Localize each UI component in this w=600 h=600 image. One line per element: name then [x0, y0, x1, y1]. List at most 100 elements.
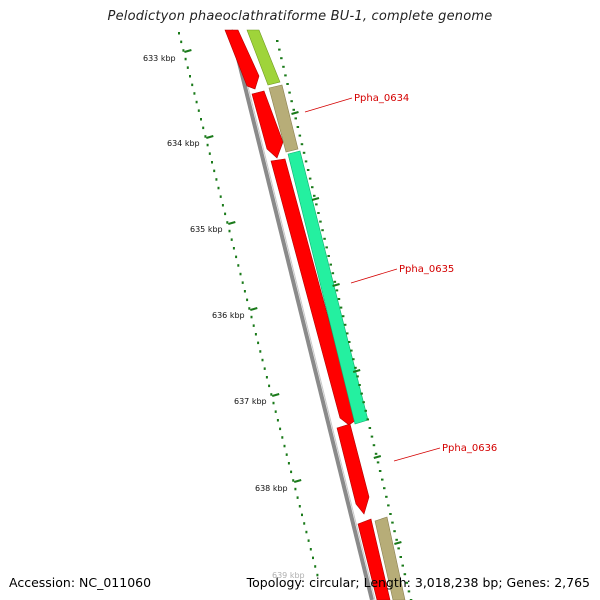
- minor-tick: [279, 427, 282, 431]
- outer-tick: [387, 504, 390, 507]
- scale-labels: 633 kbp 634 kbp 635 kbp 636 kbp 637 kbp …: [143, 54, 305, 580]
- minor-tick: [301, 513, 303, 517]
- outer-tick: [364, 409, 367, 412]
- minor-tick: [307, 539, 310, 542]
- gene-label[interactable]: Ppha_0636: [442, 443, 497, 454]
- outer-tick: [325, 246, 328, 249]
- outer-tick: [378, 470, 382, 472]
- minor-tick: [309, 548, 312, 551]
- outer-tick: [288, 91, 291, 94]
- scale-label: 635 kbp: [190, 225, 223, 234]
- outer-tick: [311, 186, 314, 189]
- minor-tick: [228, 229, 231, 233]
- minor-tick: [294, 487, 297, 491]
- gene-feature[interactable]: [268, 84, 299, 153]
- minor-tick: [224, 212, 227, 216]
- outer-tick: [276, 40, 279, 42]
- genome-summary: Topology: circular; Length: 3,018,238 bp…: [246, 575, 590, 590]
- cds-feature[interactable]: [224, 29, 260, 90]
- outer-tick: [354, 366, 357, 369]
- minor-tick: [296, 496, 299, 499]
- gene-feature[interactable]: [374, 516, 406, 600]
- scale-label: 638 kbp: [255, 484, 288, 493]
- minor-tick: [246, 298, 249, 302]
- minor-tick: [213, 169, 216, 173]
- minor-tick: [195, 100, 198, 104]
- gene-label[interactable]: Ppha_0634: [354, 93, 409, 104]
- scale-label: 633 kbp: [143, 54, 176, 63]
- outer-tick: [280, 57, 283, 60]
- outer-tick: [348, 341, 351, 343]
- minor-tick: [263, 367, 266, 370]
- minor-tick: [235, 255, 238, 259]
- outer-tick: [313, 194, 316, 197]
- outer-major-tick: [332, 283, 340, 287]
- outer-tick: [300, 143, 304, 146]
- gene-feature[interactable]: [287, 150, 369, 425]
- major-tick: [228, 221, 236, 225]
- outer-tick: [403, 573, 407, 576]
- outer-tick: [327, 255, 330, 257]
- outer-tick: [346, 332, 349, 335]
- outer-tick: [362, 401, 365, 404]
- minor-tick: [211, 161, 213, 164]
- outer-tick: [317, 212, 320, 214]
- minor-tick: [272, 401, 275, 405]
- leader-line: [393, 447, 441, 462]
- outer-tick: [381, 478, 384, 481]
- minor-tick: [226, 221, 229, 224]
- outer-tick: [350, 349, 353, 352]
- outer-major-tick: [311, 197, 320, 201]
- outer-tick: [315, 203, 318, 206]
- minor-tick: [202, 126, 205, 130]
- gene-feature[interactable]: [246, 29, 281, 86]
- outer-tick: [368, 427, 372, 429]
- outer-tick: [323, 237, 326, 240]
- outer-tick: [321, 229, 324, 232]
- outer-tick: [383, 487, 386, 490]
- leader-line: [350, 268, 398, 284]
- cds-feature[interactable]: [336, 423, 370, 515]
- outer-tick: [372, 444, 376, 447]
- outer-tick: [374, 452, 378, 455]
- minor-tick: [312, 556, 314, 560]
- outer-major-tick: [352, 369, 361, 373]
- outer-tick: [399, 556, 402, 558]
- minor-tick: [243, 290, 246, 293]
- minor-tick: [265, 376, 268, 379]
- minor-tick: [314, 565, 317, 568]
- outer-tick: [292, 108, 295, 111]
- outer-major-tick: [291, 111, 299, 115]
- outer-tick: [397, 547, 400, 550]
- minor-tick: [252, 324, 255, 327]
- minor-tick: [193, 92, 196, 95]
- cds-feature[interactable]: [251, 90, 284, 159]
- minor-tick: [270, 393, 273, 396]
- minor-tick: [197, 109, 200, 112]
- minor-tick: [292, 479, 295, 482]
- minor-tick: [206, 143, 209, 147]
- minor-tick: [182, 49, 185, 52]
- outer-major-tick: [394, 541, 402, 545]
- outer-tick: [366, 418, 369, 421]
- cds-feature[interactable]: [357, 518, 391, 600]
- minor-tick: [254, 333, 257, 336]
- outer-tick: [391, 521, 394, 524]
- minor-tick: [180, 40, 183, 44]
- cds-feature[interactable]: [270, 158, 357, 426]
- minor-tick: [259, 350, 262, 353]
- outer-major-tick: [373, 455, 382, 459]
- gene-label[interactable]: Ppha_0635: [399, 264, 454, 275]
- minor-tick: [186, 66, 189, 69]
- minor-tick: [219, 195, 222, 198]
- outer-tick: [337, 298, 341, 300]
- minor-tick: [283, 444, 286, 448]
- outer-tick: [376, 461, 380, 464]
- outer-tick: [284, 74, 287, 77]
- minor-tick: [290, 470, 293, 474]
- outer-tick: [407, 590, 411, 593]
- gene-track: [246, 29, 406, 600]
- minor-tick: [232, 247, 235, 250]
- backbone-line: [229, 29, 376, 600]
